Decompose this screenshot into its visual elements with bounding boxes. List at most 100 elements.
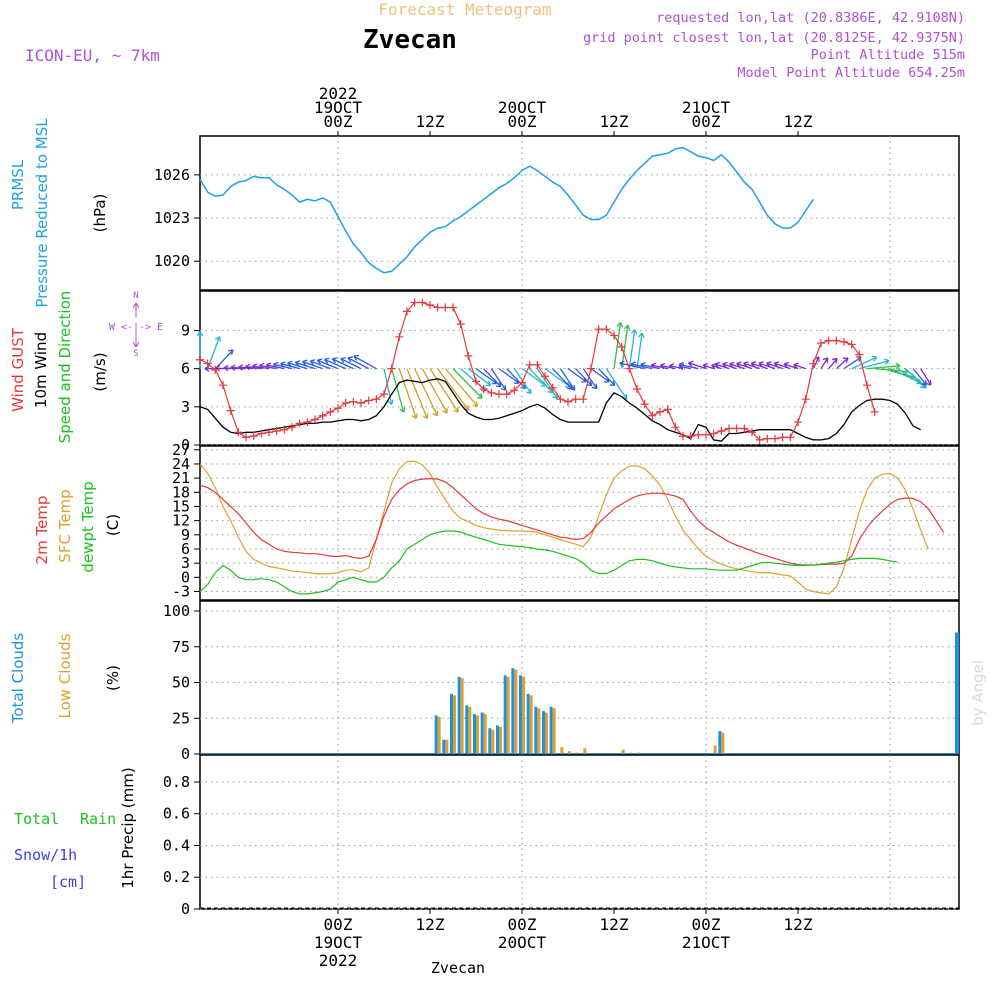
low-cloud-bar [499, 726, 502, 754]
total-cloud-bar [450, 693, 453, 754]
wind-arrow-head [630, 329, 638, 335]
wind-arrow [467, 368, 492, 386]
temp-tick-label: -3 [172, 582, 190, 600]
wind-arrow [429, 368, 459, 413]
low-cloud-bar [583, 748, 587, 754]
low-cloud-bar [445, 739, 449, 754]
gust-marker [334, 404, 342, 413]
gust-marker [372, 395, 381, 404]
temp-tick-label: 12 [172, 512, 190, 530]
pressure-unit: (hPa) [91, 194, 109, 233]
wind-arrow-head [921, 379, 928, 386]
low-cloud-bar [537, 708, 541, 754]
total-cloud-bar [718, 731, 722, 754]
gust-marker [594, 325, 603, 334]
low-cloud-bar [460, 678, 464, 754]
wind-arrow [353, 355, 377, 370]
wind-arrow [920, 368, 932, 386]
pressure-ticks: 1026 1023 1020 [154, 166, 959, 270]
wind-arrow-head [586, 380, 593, 387]
gust-marker [295, 419, 304, 428]
wind-arrow [582, 368, 598, 390]
gust-marker [587, 364, 595, 373]
gust-marker [456, 320, 465, 329]
total-cloud-bar [480, 712, 484, 754]
wind-arrow-head [259, 362, 265, 370]
gust-marker [809, 359, 818, 368]
wind-arrow-head [688, 360, 694, 367]
low-cloud-bar [552, 708, 556, 754]
wind-arrow-head [678, 361, 684, 369]
wind-arrow [736, 362, 753, 370]
wind-arrow-head [609, 380, 616, 387]
wind-arrow-head [215, 336, 221, 342]
gust-marker [479, 385, 488, 393]
wind-arrow-head [640, 361, 646, 369]
compass-west-east: W <-|-> E [109, 322, 163, 333]
temp-dewpt-label: dewpt Temp [79, 481, 97, 572]
dewpoint-line [199, 530, 898, 595]
wind-tick-label: 3 [181, 398, 190, 416]
total-cloud-bar [503, 675, 507, 754]
gust-marker [357, 399, 365, 407]
wind-arrow [651, 364, 668, 370]
temp-tick-label: 6 [181, 540, 190, 558]
gust-marker [847, 340, 856, 349]
footer-station: Zvecan [431, 959, 485, 977]
wind-arrow-head [324, 357, 330, 364]
wind-arrow [751, 362, 768, 370]
temp-tick-label: 18 [172, 483, 190, 501]
wind-arrow-head [925, 379, 932, 386]
low-cloud-bar [721, 732, 725, 754]
wind-unit: (m/s) [91, 352, 109, 391]
wind-arrow-head [895, 362, 901, 370]
low-cloud-bar [468, 706, 472, 754]
clouds-tick-label: 75 [172, 638, 190, 656]
wind-arrow-head [238, 364, 244, 371]
wind-arrow [722, 363, 737, 370]
compass-arrow-up [132, 302, 140, 318]
total-clouds-label: Total Clouds [9, 633, 27, 725]
gust-marker [303, 418, 312, 427]
precip-total-label: Total [14, 810, 59, 828]
wind-arrow-head [399, 407, 406, 413]
bottom-time-label: 19OCT [314, 933, 363, 952]
bottom-time-label: 00Z [692, 915, 721, 934]
total-cloud-bar [473, 713, 476, 754]
wind-arrow-head [316, 358, 323, 365]
gust-marker [686, 432, 695, 441]
wind-ticks: 9 6 3 0 [181, 321, 959, 454]
precip-rain-label: Rain [80, 810, 116, 828]
wind-arrow-head [280, 361, 286, 368]
wind-arrow [598, 368, 616, 386]
wind-arrow [437, 368, 470, 411]
wind-arrow-head [347, 356, 354, 363]
gust-marker [226, 406, 235, 415]
temp-tick-label: 21 [172, 469, 190, 487]
top-time-label: 00Z [508, 112, 537, 131]
bottom-time-label: 21OCT [682, 933, 731, 952]
low-cloud-bar [506, 676, 510, 754]
precip-tick-label: 0.4 [163, 836, 190, 854]
wind-arrow-head [630, 361, 636, 368]
wind-arrow [793, 364, 806, 370]
wind-arrow [521, 368, 547, 387]
gust-marker [748, 428, 756, 437]
low-cloud-bar [545, 712, 548, 754]
wind-arrow-head [340, 357, 346, 364]
gust-marker [801, 395, 810, 404]
top-time-label: 21OCT [682, 98, 731, 117]
total-cloud-bar [534, 706, 538, 754]
low-cloud-bar [514, 669, 518, 754]
wind-arrow-head [353, 354, 359, 361]
wind-arrow-head [773, 361, 780, 368]
temp-tick-label: 0 [181, 568, 190, 586]
chart-title: Forecast Meteogram [378, 0, 551, 19]
wind-arrow [758, 362, 776, 370]
total-cloud-bar [526, 693, 530, 754]
gust-marker [863, 381, 871, 390]
temp-tick-label: 3 [181, 554, 190, 572]
wind-arrow-head [331, 357, 338, 364]
wind-arrow [866, 365, 901, 370]
wind-arrow [310, 360, 331, 370]
